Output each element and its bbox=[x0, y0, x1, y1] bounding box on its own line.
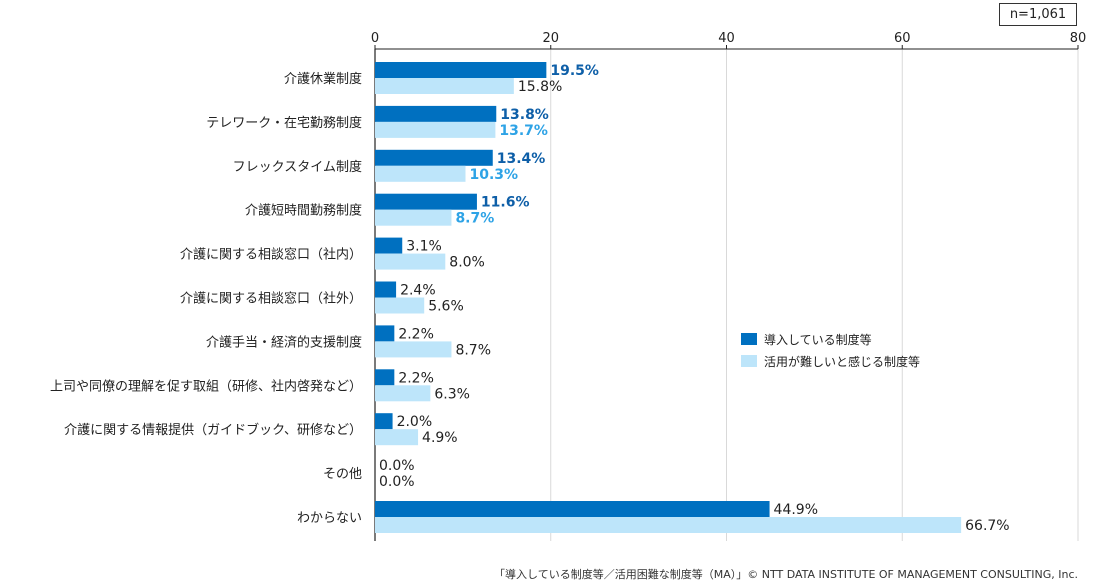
data-label-difficult: 4.9% bbox=[422, 430, 458, 446]
data-label-introduced: 3.1% bbox=[406, 239, 442, 255]
category-label: 介護手当・経済的支援制度 bbox=[206, 334, 362, 350]
bar-difficult bbox=[375, 385, 431, 402]
data-label-introduced: 13.4% bbox=[497, 151, 546, 167]
data-label-difficult: 13.7% bbox=[499, 123, 548, 139]
category-label: 介護休業制度 bbox=[284, 71, 362, 87]
bar-difficult bbox=[375, 78, 514, 94]
data-label-introduced: 19.5% bbox=[550, 63, 599, 79]
bar-difficult bbox=[375, 121, 496, 138]
legend-label-introduced: 導入している制度等 bbox=[764, 332, 872, 347]
bar-difficult bbox=[375, 341, 452, 358]
bar-introduced bbox=[375, 149, 493, 166]
data-label-difficult: 8.7% bbox=[455, 211, 494, 227]
x-axis-ticks: 0 20 40 60 80 bbox=[371, 31, 1086, 49]
legend-swatch-difficult bbox=[741, 355, 757, 367]
data-label-difficult: 6.3% bbox=[434, 386, 470, 402]
bar-introduced bbox=[375, 501, 770, 517]
bar-difficult bbox=[375, 253, 446, 270]
bar-introduced bbox=[375, 369, 395, 386]
category-label: 介護短時間勤務制度 bbox=[245, 203, 362, 219]
data-label-introduced: 13.8% bbox=[500, 107, 549, 123]
bar-difficult bbox=[375, 297, 425, 314]
legend-item-introduced: 導入している制度等 bbox=[741, 330, 920, 348]
x-tick-label: 80 bbox=[1070, 31, 1087, 46]
data-label-introduced: 2.2% bbox=[398, 326, 434, 342]
legend: 導入している制度等 活用が難しいと感じる制度等 bbox=[741, 330, 920, 374]
data-label-difficult: 66.7% bbox=[965, 518, 1009, 534]
bar-introduced bbox=[375, 237, 403, 254]
bar-introduced bbox=[375, 281, 397, 298]
category-label: 介護に関する相談窓口（社外） bbox=[180, 291, 362, 307]
category-label: 介護に関する情報提供（ガイドブック、研修など） bbox=[64, 422, 362, 438]
legend-swatch-introduced bbox=[741, 333, 757, 345]
data-label-introduced: 2.0% bbox=[397, 414, 433, 430]
category-label: その他 bbox=[323, 467, 362, 482]
category-label: テレワーク・在宅勤務制度 bbox=[206, 115, 362, 131]
data-label-introduced: 0.0% bbox=[379, 458, 415, 474]
bar-introduced bbox=[375, 62, 547, 78]
data-label-difficult: 8.0% bbox=[449, 255, 485, 271]
data-label-difficult: 15.8% bbox=[518, 79, 562, 95]
data-label-introduced: 44.9% bbox=[774, 502, 818, 518]
category-label: フレックスタイム制度 bbox=[233, 159, 362, 175]
data-label-introduced: 11.6% bbox=[481, 195, 530, 211]
legend-label-difficult: 活用が難しいと感じる制度等 bbox=[764, 354, 921, 369]
category-label: 上司や同僚の理解を促す取組（研修、社内啓発など） bbox=[50, 378, 362, 394]
bar-introduced bbox=[375, 325, 395, 342]
sample-size-box: n=1,061 bbox=[999, 3, 1077, 26]
source-note: 「導入している制度等／活用困難な制度等（MA）」© NTT DATA INSTI… bbox=[494, 568, 1078, 581]
x-tick-label: 20 bbox=[542, 31, 559, 46]
data-label-introduced: 2.2% bbox=[398, 370, 434, 386]
bar-difficult bbox=[375, 165, 466, 182]
category-label: わからない bbox=[297, 511, 362, 526]
x-tick-label: 0 bbox=[371, 31, 379, 46]
legend-item-difficult: 活用が難しいと感じる制度等 bbox=[741, 352, 920, 370]
bar-introduced bbox=[375, 105, 497, 122]
data-label-difficult: 8.7% bbox=[455, 342, 491, 358]
bar-introduced bbox=[375, 193, 477, 210]
bars bbox=[375, 62, 962, 533]
bar-difficult bbox=[375, 429, 419, 446]
data-labels: 19.5%15.8%13.8%13.7%13.4%10.3%11.6%8.7%3… bbox=[379, 63, 1010, 534]
data-label-difficult: 10.3% bbox=[470, 167, 519, 183]
bar-difficult bbox=[375, 209, 452, 226]
data-label-difficult: 0.0% bbox=[379, 474, 415, 490]
x-tick-label: 60 bbox=[894, 31, 911, 46]
data-label-difficult: 5.6% bbox=[428, 299, 464, 315]
data-label-introduced: 2.4% bbox=[400, 283, 436, 299]
category-label: 介護に関する相談窓口（社内） bbox=[180, 247, 362, 263]
category-labels: 介護休業制度テレワーク・在宅勤務制度フレックスタイム制度介護短時間勤務制度介護に… bbox=[50, 71, 362, 526]
bar-difficult bbox=[375, 517, 962, 533]
x-tick-label: 40 bbox=[718, 31, 735, 46]
bar-introduced bbox=[375, 413, 393, 430]
